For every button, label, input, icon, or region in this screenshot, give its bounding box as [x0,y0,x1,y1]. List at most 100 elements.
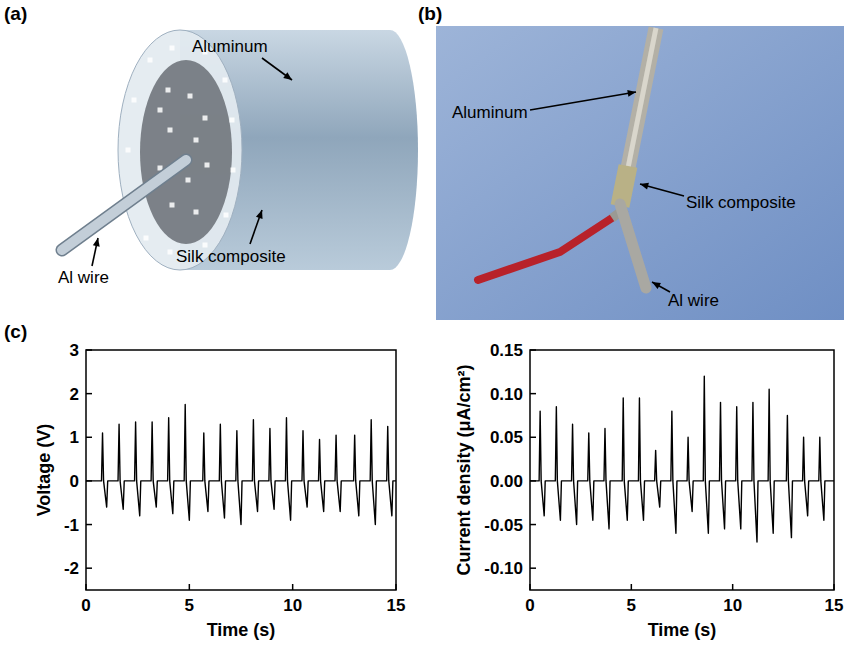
y-tick-label: -1 [64,516,79,535]
plot-area [86,405,396,525]
x-axis-title: Time (s) [648,620,717,640]
annotation: Aluminum [192,37,268,56]
y-tick-label: -0.05 [484,516,523,535]
trace [86,405,396,525]
y-tick [86,567,92,569]
hole [148,58,153,63]
y-tick [530,393,536,395]
hole [170,46,175,51]
annotation: Al wire [668,291,719,310]
hole [231,168,236,173]
arrow-head [256,210,263,219]
panel-letter: (a) [4,3,27,24]
arrow-head [652,282,661,289]
y-tick [530,480,536,482]
x-tick [631,584,633,590]
hole [170,203,175,208]
y-tick [86,393,92,395]
y-tick [530,524,536,526]
x-tick-label: 5 [185,596,194,615]
y-tick-label: -2 [64,559,79,578]
red-wire [478,218,612,280]
x-tick [292,584,294,590]
x-tick-label: 15 [387,596,406,615]
hole [144,236,149,241]
x-tick [85,584,87,590]
wire-outline [62,160,186,250]
y-tick [86,524,92,526]
hole [188,94,193,99]
y-tick-label: 0.05 [490,428,523,447]
plot-area [530,376,834,542]
chart: -0.10 -0.05 0.00 0.05 0.10 0.15 0 5 10 15 Time (s)… [454,341,843,640]
x-tick-label: 5 [627,596,636,615]
x-tick [189,584,191,590]
chart: -2-10123051015Time (s)Voltage (V) [34,341,406,640]
wire [62,160,186,250]
y-tick [530,349,536,351]
arrow-head [640,183,649,190]
cylinder-end [362,30,418,270]
x-tick-label: 15 [825,596,844,615]
hole [132,98,137,103]
arrow-head [283,72,292,80]
frame [530,350,834,590]
annotation: Silk composite [176,247,286,266]
y-tick-label: -0.10 [484,559,523,578]
trace [530,376,834,542]
front-face [118,30,242,270]
panel-letter: (b) [418,3,442,24]
hole [194,210,199,215]
y-tick [86,437,92,439]
arrow-line [250,210,262,244]
y-tick [530,437,536,439]
x-tick [732,584,734,590]
y-axis-title: Voltage (V) [34,424,54,517]
y-tick [86,480,92,482]
y-tick-label: 0.15 [490,341,523,360]
y-tick-label: 0 [70,472,79,491]
hole [224,213,229,218]
arrow-line [530,92,636,110]
x-tick-label: 10 [723,596,742,615]
y-tick-label: 0.00 [490,472,523,491]
x-tick-label: 10 [283,596,302,615]
arrow-head [627,90,636,97]
y-tick [530,567,536,569]
hole [230,118,235,123]
hole [126,148,131,153]
arrow-head [93,238,100,247]
hole [205,163,210,168]
figure: (a) Aluminum Al wire Silk composite (b) Alumi… [0,0,851,650]
silk-disk [140,60,232,244]
x-tick-label: 0 [81,596,90,615]
photo-background [436,26,844,320]
x-tick [395,584,397,590]
x-tick [833,584,835,590]
hole [166,88,171,93]
hole [194,138,199,143]
al-wire-tip [620,204,646,288]
x-tick-label: 0 [525,596,534,615]
y-tick [86,349,92,351]
y-tick-label: 0.10 [490,385,523,404]
x-tick [529,584,531,590]
panel-letter: (c) [4,321,27,342]
annotation: Aluminum [452,103,528,122]
arrow-line [262,58,292,80]
y-tick-label: 3 [70,341,79,360]
y-axis-title: Current density (μA/cm²) [454,364,474,575]
aluminum-rod [628,28,656,168]
hole [168,250,173,255]
hole [223,78,228,83]
hole [203,116,208,121]
hole [158,108,163,113]
hole [186,178,191,183]
frame [86,350,396,590]
rod-highlight [628,28,656,168]
annotation: Silk composite [686,193,796,212]
y-tick-label: 1 [70,428,79,447]
annotation: Al wire [58,268,109,287]
x-axis-title: Time (s) [207,620,276,640]
hole [168,128,173,133]
